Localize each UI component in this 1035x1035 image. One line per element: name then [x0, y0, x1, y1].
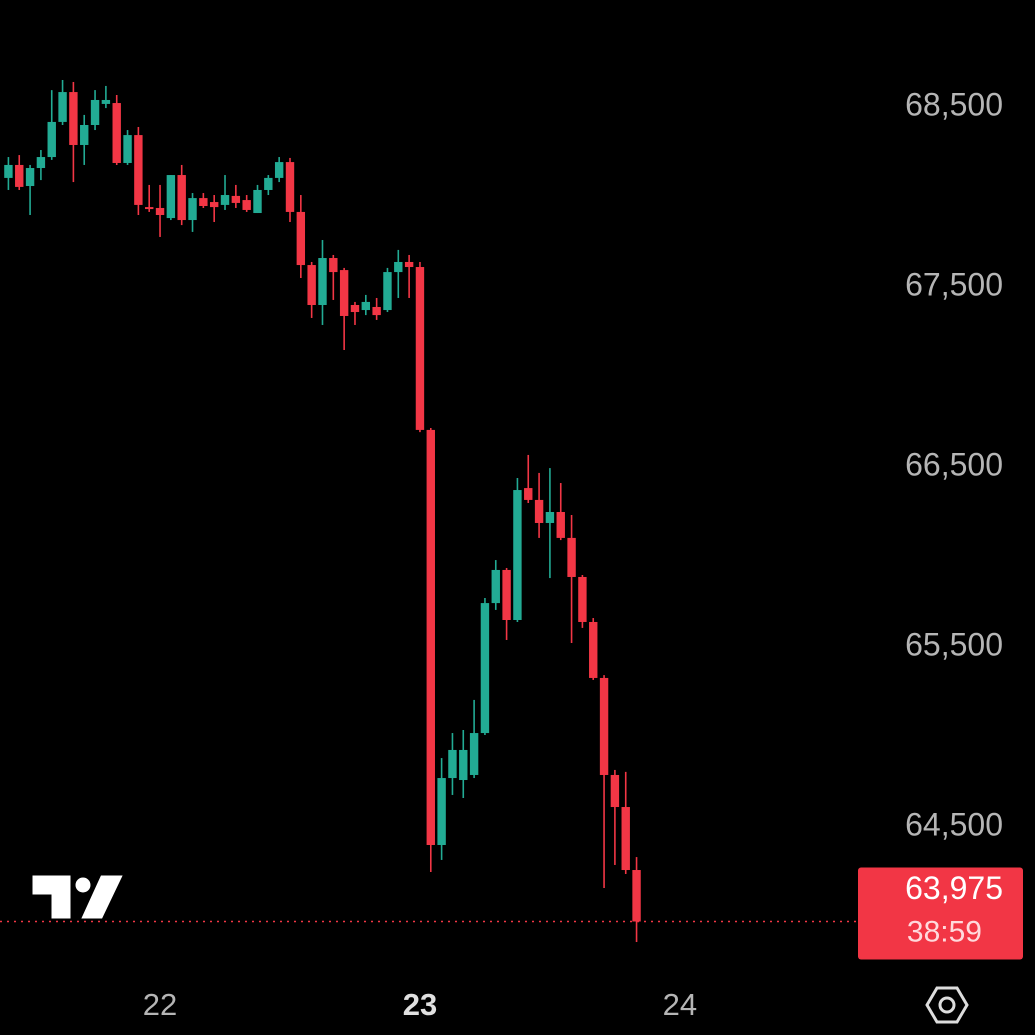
candle-body — [350, 305, 360, 313]
candle-body — [610, 774, 620, 808]
y-tick-label: 65,500 — [905, 626, 1003, 662]
tradingview-logo — [29, 872, 128, 922]
candle-body — [415, 267, 425, 430]
y-tick-label: 68,500 — [905, 86, 1003, 122]
candle-body — [134, 135, 143, 205]
candle-body — [318, 258, 327, 305]
candle-body — [90, 99, 100, 125]
candle-body — [58, 92, 67, 122]
candle-body — [80, 125, 89, 145]
candle-body — [469, 733, 479, 775]
candle-body — [112, 103, 121, 163]
candle-body — [567, 537, 576, 577]
candle-body — [177, 175, 186, 221]
last-price-box — [858, 867, 1023, 960]
candle-body — [199, 198, 208, 206]
countdown-label: 38:59 — [907, 915, 982, 948]
candle-body — [285, 162, 295, 212]
candle-body — [166, 175, 176, 219]
last-price-label: 63,975 — [905, 870, 1003, 906]
candle-body — [534, 499, 544, 523]
candle-body — [556, 512, 565, 538]
candle-body — [47, 121, 56, 158]
candle-body — [123, 135, 132, 163]
candle-body — [372, 306, 381, 316]
candle-body — [69, 92, 78, 145]
candle-body — [513, 490, 522, 620]
candle-body — [253, 189, 262, 214]
candle-body — [307, 265, 316, 305]
candle-body — [578, 576, 587, 622]
candle-body — [155, 207, 165, 215]
candle-body — [15, 164, 24, 187]
candle-body — [220, 195, 230, 205]
candle-body — [404, 261, 414, 268]
candle-body — [383, 272, 392, 311]
candle-body — [621, 807, 630, 871]
candle-body — [448, 749, 457, 779]
candle-body — [329, 258, 338, 273]
candle-body — [459, 749, 468, 781]
candle-body — [101, 99, 111, 104]
candle-body — [426, 429, 435, 845]
settings-icon[interactable] — [925, 986, 969, 1024]
x-tick-label: 24 — [663, 987, 697, 1022]
candle-body — [480, 603, 490, 734]
candle-body — [502, 569, 511, 620]
candle-body — [491, 569, 500, 604]
candle-body — [231, 195, 241, 203]
y-tick-label: 66,500 — [905, 446, 1003, 482]
candle-body — [545, 512, 555, 523]
x-tick-label: 23 — [403, 987, 437, 1022]
candle-body — [296, 211, 306, 266]
candle-body — [524, 488, 533, 500]
x-tick-label: 22 — [143, 987, 177, 1022]
candle-body — [361, 301, 371, 311]
candle-body — [264, 177, 273, 190]
candle-body — [339, 270, 349, 316]
candle-body — [209, 202, 219, 208]
candle-body — [188, 198, 197, 221]
candle-body — [274, 162, 284, 178]
y-tick-label: 64,500 — [905, 806, 1003, 842]
candle-body — [242, 200, 251, 210]
candle-body — [394, 261, 403, 273]
candle-body — [437, 778, 446, 845]
y-tick-label: 67,500 — [905, 266, 1003, 302]
candle-body — [599, 677, 609, 775]
candle-body — [25, 168, 35, 187]
candle-body — [36, 157, 46, 169]
candle-body — [145, 207, 154, 210]
candle-body — [589, 621, 598, 678]
candle-body — [4, 164, 13, 178]
candle-body — [632, 870, 641, 922]
